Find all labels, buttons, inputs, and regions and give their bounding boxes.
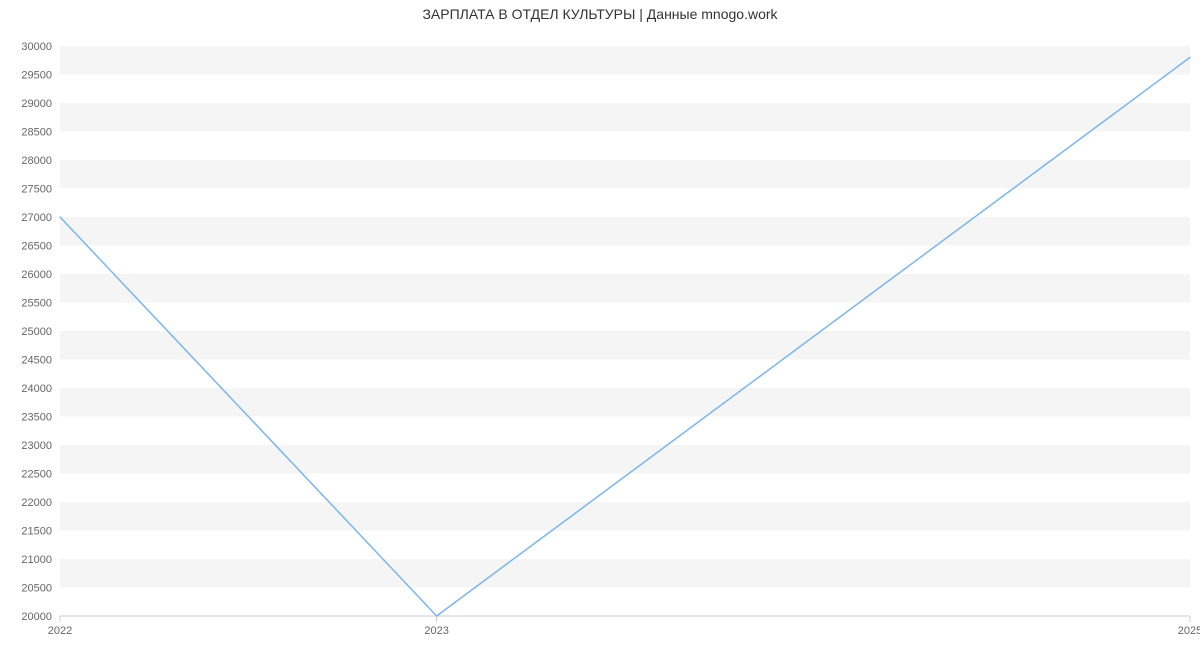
y-tick-label: 24000	[21, 383, 52, 395]
y-tick-label: 23000	[21, 440, 52, 452]
y-tick-label: 28000	[21, 155, 52, 167]
grid-band	[60, 217, 1190, 246]
x-tick-label: 2023	[424, 625, 448, 637]
salary-line-chart: ЗАРПЛАТА В ОТДЕЛ КУЛЬТУРЫ | Данные mnogo…	[0, 0, 1200, 650]
y-tick-label: 24500	[21, 355, 52, 367]
grid-band	[60, 502, 1190, 531]
y-tick-label: 27500	[21, 184, 52, 196]
y-tick-label: 23500	[21, 412, 52, 424]
x-tick-label: 2022	[48, 625, 72, 637]
grid-band	[60, 559, 1190, 588]
x-tick-label: 2025	[1178, 625, 1200, 637]
y-tick-label: 29000	[21, 98, 52, 110]
grid-band	[60, 103, 1190, 132]
y-tick-label: 22500	[21, 469, 52, 481]
y-tick-label: 27000	[21, 212, 52, 224]
y-tick-label: 26000	[21, 269, 52, 281]
y-tick-label: 26500	[21, 241, 52, 253]
y-tick-label: 25000	[21, 326, 52, 338]
y-tick-label: 20000	[21, 611, 52, 623]
y-tick-label: 28500	[21, 127, 52, 139]
grid-band	[60, 160, 1190, 189]
y-tick-label: 29500	[21, 70, 52, 82]
y-tick-label: 22000	[21, 497, 52, 509]
grid-band	[60, 274, 1190, 303]
grid-band	[60, 388, 1190, 417]
y-tick-label: 20500	[21, 583, 52, 595]
grid-band	[60, 445, 1190, 474]
grid-band	[60, 46, 1190, 75]
y-tick-label: 30000	[21, 41, 52, 53]
y-tick-label: 25500	[21, 298, 52, 310]
y-tick-label: 21000	[21, 554, 52, 566]
y-tick-label: 21500	[21, 526, 52, 538]
grid-band	[60, 331, 1190, 360]
chart-svg: 20000 20500 21000 21500 22000 22500 23000 23500…	[0, 0, 1200, 650]
chart-title: ЗАРПЛАТА В ОТДЕЛ КУЛЬТУРЫ | Данные mnogo…	[0, 6, 1200, 22]
